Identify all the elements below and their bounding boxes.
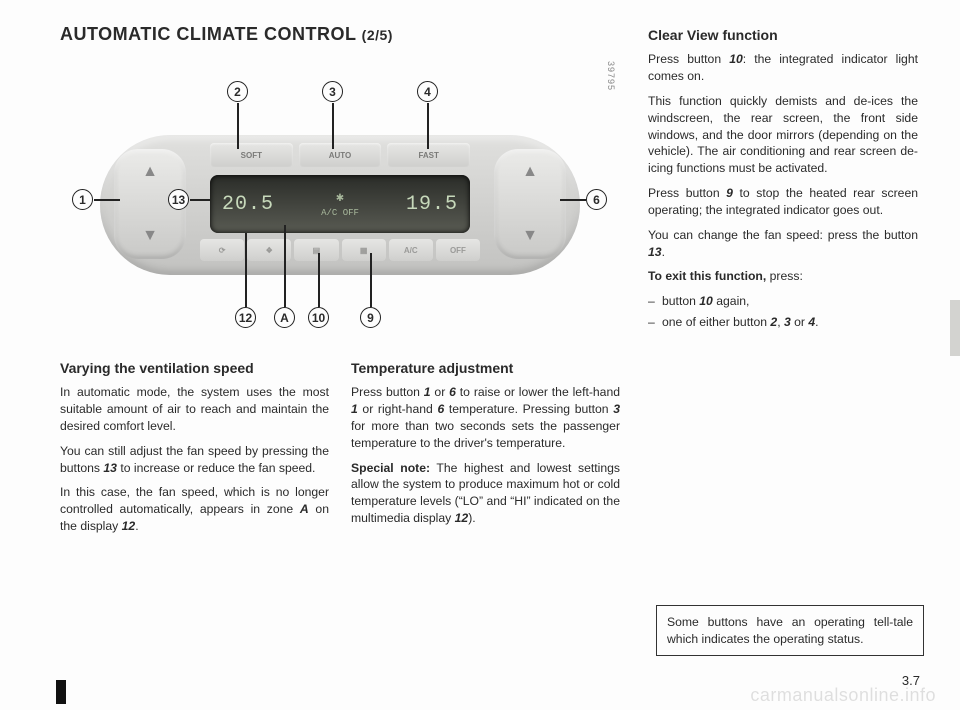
list-item: one of either button 2, 3 or 4. — [648, 314, 918, 331]
leader-line — [237, 103, 239, 149]
leader-line — [427, 103, 429, 149]
clear-heading: Clear View function — [648, 26, 918, 45]
clear-p4: You can change the fan speed: press the … — [648, 227, 918, 261]
fan-icon: ✱ — [336, 190, 344, 205]
callout-A: A — [274, 307, 295, 328]
leader-line — [245, 233, 247, 307]
leader-line — [190, 199, 210, 201]
callout-3: 3 — [322, 81, 343, 102]
side-tab — [950, 300, 960, 356]
btn-auto: AUTO — [299, 143, 382, 167]
clear-exit-list: button 10 again, one of either button 2,… — [648, 293, 918, 331]
leader-line — [318, 253, 320, 307]
callout-10: 10 — [308, 307, 329, 328]
btn-soft: SOFT — [210, 143, 293, 167]
btn-fast: FAST — [387, 143, 470, 167]
callout-12: 12 — [235, 307, 256, 328]
temp-p2: Special note: The highest and lowest set… — [351, 460, 620, 527]
title-main: AUTOMATIC CLIMATE CONTROL — [60, 24, 362, 44]
lcd-right-temp: 19.5 — [406, 193, 458, 216]
lcd-mid: ✱ A/C OFF — [321, 189, 359, 220]
leader-line — [94, 199, 120, 201]
callout-4: 4 — [417, 81, 438, 102]
clear-p3: Press button 9 to stop the heated rear s… — [648, 185, 918, 219]
section-temperature: Temperature adjustment Press button 1 or… — [351, 359, 620, 543]
leader-line — [284, 225, 286, 307]
button-row-bottom: ⟳❖▤▦A/COFF — [200, 239, 480, 261]
temp-p1: Press button 1 or 6 to raise or lower th… — [351, 384, 620, 451]
list-item: button 10 again, — [648, 293, 918, 310]
callout-9: 9 — [360, 307, 381, 328]
callout-6: 6 — [586, 189, 607, 210]
vent-p2: You can still adjust the fan speed by pr… — [60, 443, 329, 477]
section-clear-view: Clear View function Press button 10: the… — [648, 24, 918, 543]
leader-line — [370, 253, 372, 307]
button-row-top: SOFT AUTO FAST — [210, 143, 470, 167]
knob-right: ▲▼ — [494, 149, 566, 259]
vent-p3: In this case, the fan speed, which is no… — [60, 484, 329, 534]
lcd-ac-label: A/C OFF — [321, 208, 359, 218]
callout-2: 2 — [227, 81, 248, 102]
clear-p1: Press button 10: the integrated indica­t… — [648, 51, 918, 85]
vent-p1: In automatic mode, the system uses the m… — [60, 384, 329, 434]
image-number: 39795 — [606, 61, 616, 91]
book-mark-icon — [56, 680, 66, 704]
section-ventilation: Varying the ventilation speed In automat… — [60, 359, 329, 543]
lcd-left-temp: 20.5 — [222, 193, 274, 216]
lcd-display: 20.5 ✱ A/C OFF 19.5 — [210, 175, 470, 233]
title-sub: (2/5) — [362, 27, 393, 43]
leader-line — [332, 103, 334, 149]
leader-line — [560, 199, 586, 201]
temp-heading: Temperature adjustment — [351, 359, 620, 378]
note-box: Some buttons have an operating tell-tale… — [656, 605, 924, 656]
figure-panel: 39795 2 3 4 1 13 6 12 A 10 9 ▲ — [60, 55, 620, 345]
callout-1: 1 — [72, 189, 93, 210]
callout-13: 13 — [168, 189, 189, 210]
vent-heading: Varying the ventilation speed — [60, 359, 329, 378]
watermark: carmanualsonline.info — [750, 685, 936, 706]
clear-exit-label: To exit this function, press: — [648, 268, 918, 285]
clear-p2: This function quickly demists and de-ice… — [648, 93, 918, 177]
page-title: AUTOMATIC CLIMATE CONTROL (2/5) — [60, 24, 620, 45]
